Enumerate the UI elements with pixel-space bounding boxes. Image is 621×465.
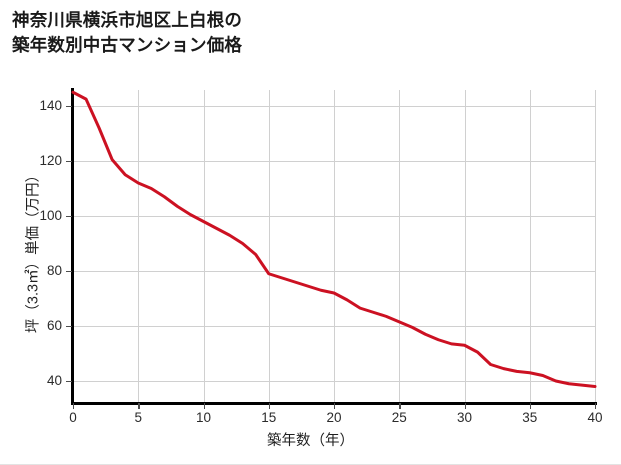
x-axis-title: 築年数（年）: [267, 433, 354, 449]
y-axis-tick-label: 80: [46, 263, 62, 278]
y-axis-tick: [66, 271, 72, 273]
x-axis-tick: [334, 403, 336, 409]
x-axis-tick-label: 35: [522, 410, 538, 425]
y-axis-tick-label: 140: [39, 98, 62, 113]
y-axis-tick: [66, 381, 72, 383]
y-axis-tick-label: 40: [46, 373, 62, 388]
chart-title-line-1: 神奈川県横浜市旭区上白根の: [12, 10, 243, 30]
x-axis-tick-label: 25: [391, 410, 407, 425]
gridline-vertical: [203, 90, 205, 403]
x-axis-tick-label: 20: [326, 410, 342, 425]
x-axis-tick: [73, 403, 75, 409]
x-axis-tick: [138, 403, 140, 409]
chart-title-line-2: 築年数別中古マンション価格: [12, 35, 243, 55]
x-axis-tick-label: 5: [134, 410, 142, 425]
x-axis-tick-label: 15: [261, 410, 277, 425]
x-axis-tick: [399, 403, 401, 409]
x-axis-tick-label: 40: [587, 410, 603, 425]
gridline-vertical: [334, 90, 335, 403]
y-axis-tick: [66, 216, 72, 218]
x-axis-tick: [464, 403, 466, 409]
y-axis-spine: [71, 88, 74, 405]
gridline-vertical: [529, 90, 531, 403]
y-axis-tick-label: 120: [39, 153, 62, 168]
gridline-vertical: [268, 90, 270, 403]
y-axis-tick-label: 100: [39, 208, 62, 223]
x-axis-tick: [529, 403, 532, 409]
x-axis-tick: [268, 403, 271, 409]
gridline-vertical: [399, 90, 401, 403]
y-axis-tick: [66, 106, 72, 108]
gridline-vertical: [138, 90, 140, 403]
y-axis-tick: [66, 326, 72, 328]
y-axis-tick-label: 60: [46, 318, 62, 333]
gridline-vertical: [464, 90, 466, 403]
x-axis-tick-label: 0: [69, 410, 77, 425]
x-axis-tick-label: 10: [195, 410, 212, 425]
x-axis-tick-label: 30: [456, 410, 473, 425]
gridline-vertical: [595, 90, 596, 403]
x-axis-tick: [203, 403, 205, 409]
plot-area: [73, 90, 596, 403]
x-axis-tick: [595, 403, 597, 409]
chart-title: 神奈川県横浜市旭区上白根の 築年数別中古マンション価格: [12, 8, 602, 58]
y-axis-tick: [66, 161, 72, 163]
